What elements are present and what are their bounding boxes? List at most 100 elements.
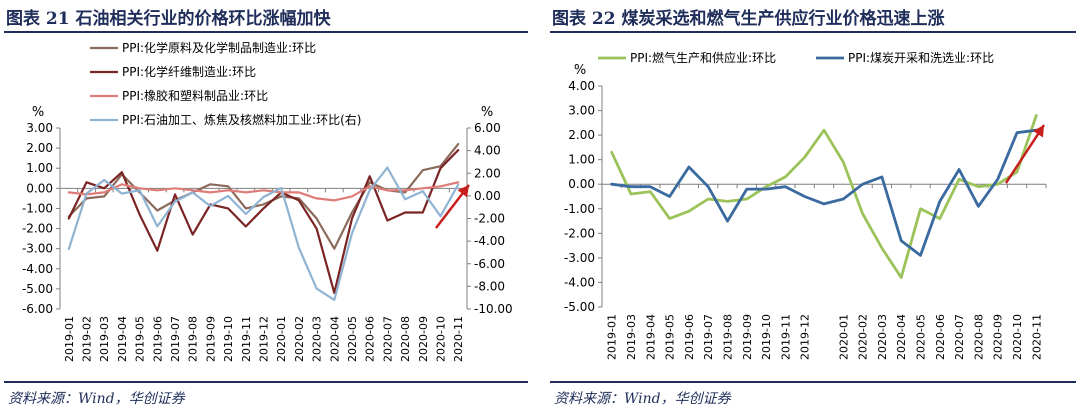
x-tick-label: 2019-04: [116, 316, 129, 362]
y2-tick-label: -10.00: [474, 302, 513, 316]
y2-tick-label: 4.00: [474, 144, 501, 158]
series-line-2: [610, 128, 1038, 257]
y-tick-label: 0.00: [26, 181, 53, 195]
x-tick-label: 2020-03: [311, 316, 324, 362]
x-tick-label: 2020-06: [934, 314, 947, 360]
trend-arrowhead: [1033, 125, 1044, 138]
y-tick-label: -5.00: [564, 300, 595, 314]
series-line-3: [67, 181, 460, 202]
figure-title: 图表 21 石油相关行业的价格环比涨幅加快: [6, 9, 331, 29]
x-tick-label: 2020-01: [837, 314, 850, 360]
y-tick-label: -6.00: [22, 302, 53, 316]
x-tick-label: 2019-08: [721, 314, 734, 360]
x-tick-label: 2020-11: [1030, 314, 1043, 360]
x-tick-label: 2020-09: [417, 316, 430, 362]
y2-tick-label: 2.00: [474, 166, 501, 180]
y-tick-label: 2.00: [568, 128, 595, 142]
x-tick-label: 2019-10: [760, 314, 773, 360]
y-axis-unit: %: [32, 105, 44, 120]
series-line-2: [67, 148, 460, 294]
y-tick-label: -1.00: [22, 201, 53, 215]
x-tick-label: 2019-02: [81, 316, 94, 362]
y-axis-unit: %: [574, 63, 586, 78]
x-tick-label: 2020-01: [275, 316, 288, 362]
y-tick-label: -1.00: [564, 202, 595, 216]
source-note: 资料来源：Wind，华创证券: [554, 391, 731, 407]
legend-label: PPI:橡胶和塑料制品业:环比: [122, 88, 268, 103]
y-tick-label: -4.00: [22, 262, 53, 276]
figure-21: 图表 21 石油相关行业的价格环比涨幅加快 3.00 2.00 1.00 0.00 -1…: [0, 0, 532, 416]
x-tick-label: 2020-09: [992, 314, 1005, 360]
x-tick-label: 2019-05: [664, 314, 677, 360]
legend-label: PPI:燃气生产和供应业:环比: [630, 50, 776, 65]
legend-label: PPI:石油加工、炼焦及核燃料加工业:环比(右): [122, 112, 361, 127]
x-tick-label: 2019-12: [258, 316, 271, 362]
y-tick-label: -3.00: [22, 242, 53, 256]
x-tick-label: 2020-07: [953, 314, 966, 360]
title-rule: [550, 31, 1076, 33]
x-tick-label: 2019-11: [240, 316, 253, 362]
y-tick-label: 3.00: [568, 104, 595, 118]
x-tick-label: 2020-02: [293, 316, 306, 362]
x-tick-label: 2020-07: [381, 316, 394, 362]
source-rule: [550, 381, 1076, 383]
figure-title: 图表 22 煤炭采选和燃气生产供应行业价格迅速上涨: [552, 9, 945, 29]
x-tick-label: 2020-06: [364, 316, 377, 362]
y-tick-label: 4.00: [568, 79, 595, 93]
y2-tick-label: -4.00: [474, 234, 505, 248]
chart-21: 3.00 2.00 1.00 0.00 -1.00 -2.00 -3.00 -4.00 -5.0…: [22, 40, 513, 362]
x-tick-label: 2019-01: [63, 316, 76, 362]
x-tick-label: 2020-10: [434, 316, 447, 362]
x-tick-label: 2019-12: [799, 314, 812, 360]
x-tick-label: 2019-03: [625, 314, 638, 360]
y-tick-label: 1.00: [26, 161, 53, 175]
legend-label: PPI:化学纤维制造业:环比: [122, 64, 256, 79]
x-tick-label: 2019-03: [98, 316, 111, 362]
x-tick-label: 2020-10: [1011, 314, 1024, 360]
series-line-4: [67, 166, 460, 301]
x-tick-label: 2020-05: [915, 314, 928, 360]
y-tick-label: 3.00: [26, 121, 53, 135]
y2-tick-label: -8.00: [474, 279, 505, 293]
x-tick-label: 2020-08: [972, 314, 985, 360]
x-tick-label: 2019-07: [702, 314, 715, 360]
y-tick-label: -5.00: [22, 282, 53, 296]
x-tick-label: 2020-05: [346, 316, 359, 362]
source-rule: [4, 381, 528, 383]
trend-arrowhead: [457, 185, 469, 198]
x-tick-label: 2019-05: [134, 316, 147, 362]
x-tick-label: 2020-04: [328, 316, 341, 362]
y2-tick-label: -6.00: [474, 257, 505, 271]
y-tick-label: 2.00: [26, 141, 53, 155]
y2-tick-label: 6.00: [474, 121, 501, 135]
title-rule: [4, 31, 528, 33]
y-tick-label: -2.00: [564, 226, 595, 240]
x-tick-label: 2020-11: [452, 316, 465, 362]
x-tick-label: 2019-06: [683, 314, 696, 360]
source-note: 资料来源：Wind，华创证券: [8, 391, 185, 407]
x-tick-label: 2019-01: [606, 314, 619, 360]
y2-axis-unit: %: [481, 105, 493, 120]
x-tick-label: 2019-07: [169, 316, 182, 362]
x-tick-label: 2019-10: [222, 316, 235, 362]
y-tick-label: -2.00: [22, 222, 53, 236]
legend-label: PPI:煤炭开采和洗选业:环比: [848, 51, 994, 65]
y2-tick-label: -2.00: [474, 212, 505, 226]
x-tick-label: 2019-09: [204, 316, 217, 362]
y-tick-label: 1.00: [568, 153, 595, 167]
x-tick-label: 2019-08: [187, 316, 200, 362]
x-tick-label: 2020-04: [895, 314, 908, 360]
x-tick-label: 2020-02: [857, 314, 870, 360]
x-tick-label: 2019-06: [151, 316, 164, 362]
x-tick-label: 2020-08: [399, 316, 412, 362]
x-tick-label: 2019-09: [741, 314, 754, 360]
legend-label: PPI:化学原料及化学制品制造业:环比: [122, 40, 316, 55]
x-tick-label: 2020-03: [876, 314, 889, 360]
x-tick-label: 2019-04: [644, 314, 657, 360]
y2-tick-label: 0.00: [474, 189, 501, 203]
y-tick-label: -3.00: [564, 251, 595, 265]
figure-22: 图表 22 煤炭采选和燃气生产供应行业价格迅速上涨 4.00 3.00 2.00 1.…: [546, 0, 1080, 416]
x-tick-label: 2019-11: [779, 314, 792, 360]
trend-arrow: [1004, 124, 1046, 184]
y-tick-label: -4.00: [564, 275, 595, 289]
